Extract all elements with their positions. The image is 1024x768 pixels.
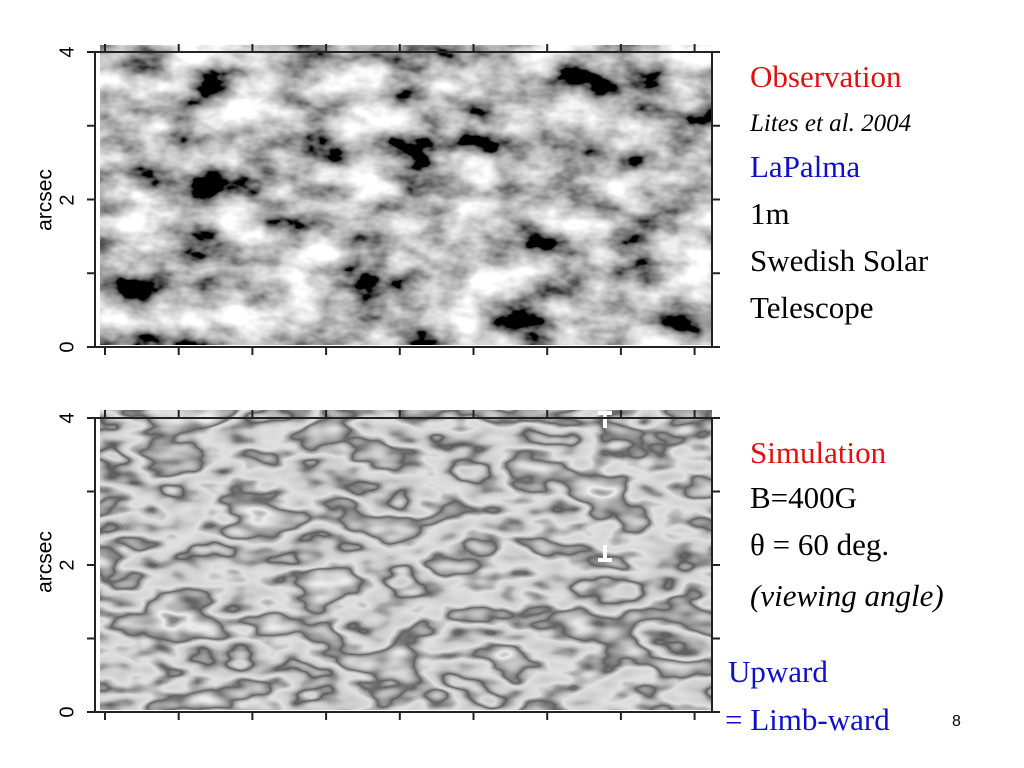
- note-line: = Limb-ward: [725, 702, 890, 737]
- y-tick-label: 2: [56, 559, 78, 570]
- orientation-marker: [598, 411, 612, 562]
- text-line: 1m: [750, 196, 790, 231]
- y-tick-label: 0: [56, 706, 78, 717]
- axes-frame: [87, 410, 720, 720]
- text-line: Swedish Solar: [750, 243, 929, 278]
- observation-panel: arcsec 0 2 4: [34, 44, 720, 355]
- y-tick-label: 4: [56, 46, 78, 57]
- y-axis-label: arcsec: [34, 531, 57, 593]
- observation-image: [100, 45, 712, 345]
- angle-note: (viewing angle): [750, 578, 944, 613]
- y-axis-label: arcsec: [34, 169, 57, 231]
- text-line: Telescope: [750, 290, 874, 325]
- note-line: Upward: [728, 654, 828, 689]
- axes-frame: [87, 44, 720, 355]
- y-tick-label: 0: [56, 341, 78, 352]
- angle: θ = 60 deg.: [750, 527, 889, 562]
- site: LaPalma: [750, 149, 860, 184]
- observation-heading: Observation: [750, 59, 902, 94]
- simulation-image: [100, 410, 712, 710]
- field: B=400G: [750, 480, 857, 515]
- y-tick-label: 2: [56, 194, 78, 205]
- simulation-heading: Simulation: [750, 435, 887, 470]
- page-number: 8: [952, 713, 961, 730]
- reference: Lites et al. 2004: [749, 110, 911, 137]
- y-tick-label: 4: [56, 412, 78, 423]
- simulation-panel: arcsec 0 2 4: [34, 410, 720, 720]
